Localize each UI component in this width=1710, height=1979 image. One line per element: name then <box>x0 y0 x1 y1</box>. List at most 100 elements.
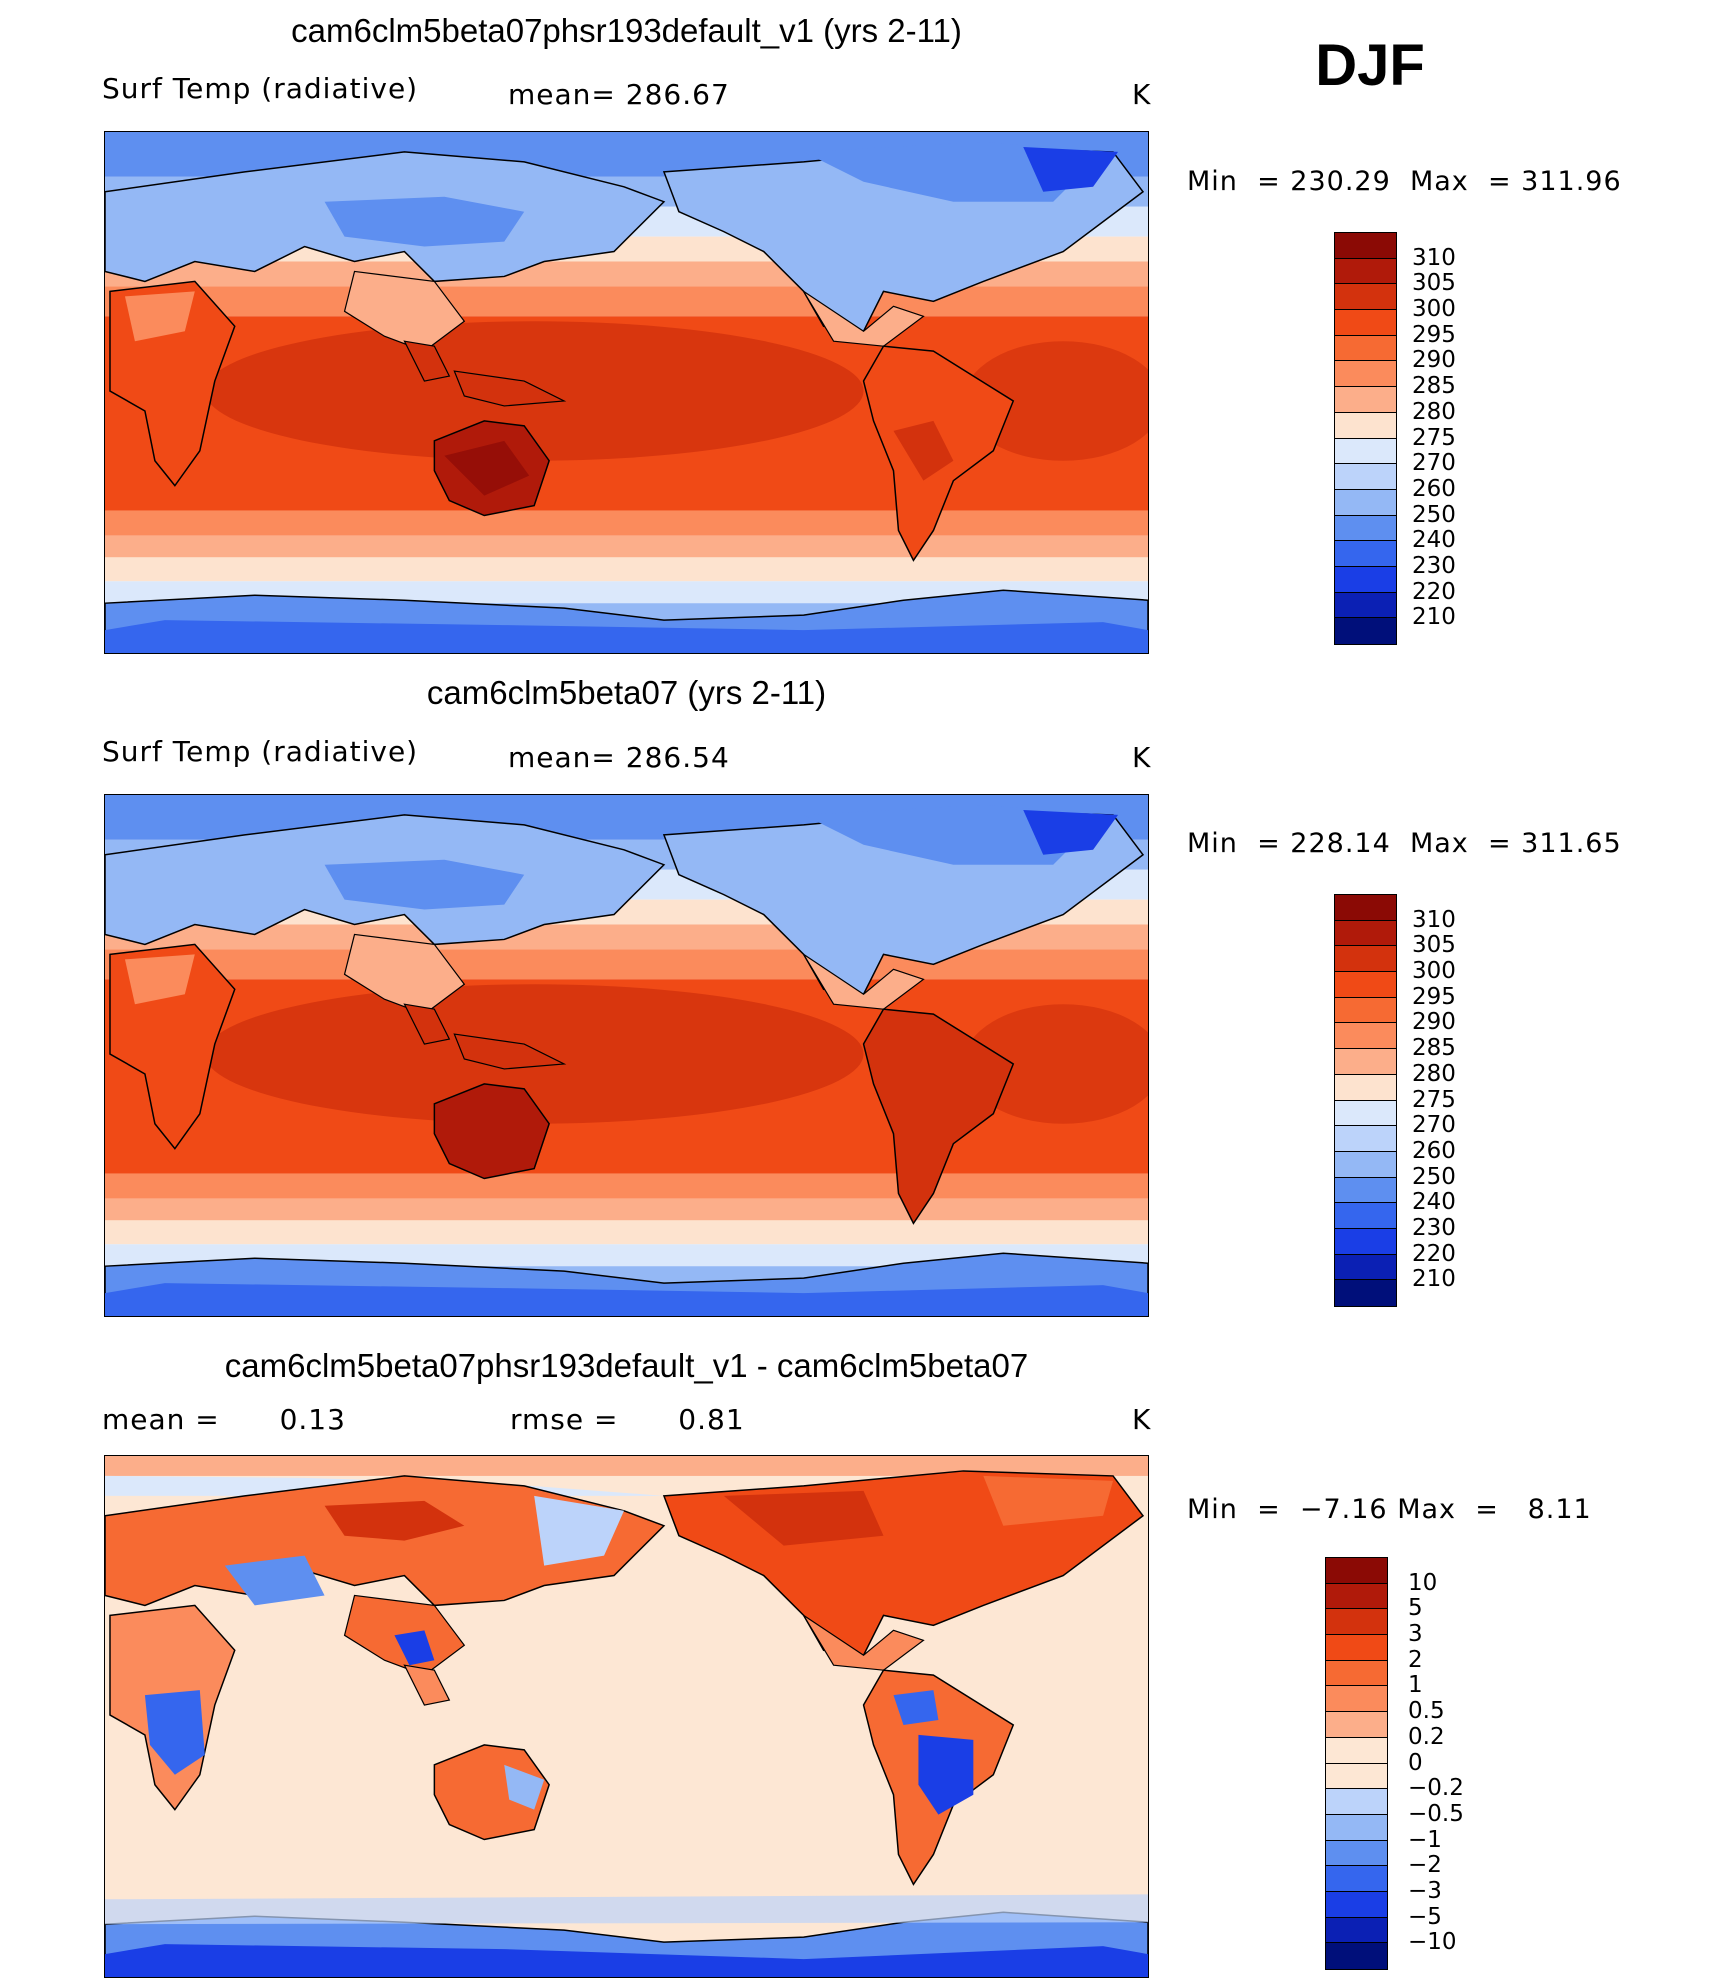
panel1-colorbar-cell <box>1335 412 1396 439</box>
panel2-map <box>104 794 1149 1317</box>
panel3-colorbar-label: 3 <box>1408 1621 1423 1648</box>
panel2-colorbar-cell <box>1335 1100 1396 1127</box>
panel2-colorbar-label: 270 <box>1412 1112 1456 1139</box>
panel1-mean-value: 286.67 <box>625 78 730 111</box>
panel3-title: cam6clm5beta07phsr193default_v1 - cam6cl… <box>224 1347 1029 1384</box>
panel1-colorbar-label: 300 <box>1412 296 1456 323</box>
panel2-colorbar-cell <box>1335 920 1396 947</box>
panel2-colorbar-cell <box>1335 1126 1396 1152</box>
panel3-min-label: Min = <box>1187 1494 1281 1525</box>
panel3-mean-value: 0.13 <box>279 1403 346 1436</box>
panel1-minmax: Min = 230.29 Max = 311.96 <box>1187 166 1622 197</box>
panel1-colorbar-label: 240 <box>1412 527 1456 554</box>
panel2-colorbar-label: 285 <box>1412 1035 1456 1062</box>
panel3-colorbar-cell <box>1326 1660 1387 1687</box>
panel2-colorbar-cell <box>1335 972 1396 998</box>
panel1-colorbar-cell <box>1335 361 1396 388</box>
panel3-colorbar-cell <box>1326 1686 1387 1713</box>
panel2-colorbar-label: 275 <box>1412 1086 1456 1113</box>
panel3-colorbar-cell <box>1326 1712 1387 1738</box>
panel2-max-value: 311.65 <box>1521 828 1622 859</box>
panel1-colorbar-cell <box>1335 258 1396 285</box>
panel2-colorbar-label: 220 <box>1412 1240 1456 1267</box>
panel3-colorbar-cell <box>1326 1789 1387 1815</box>
panel2-colorbar-cell <box>1335 1049 1396 1075</box>
panel2-colorbar-label: 260 <box>1412 1137 1456 1164</box>
panel1-mean: mean= 286.67 <box>508 78 730 111</box>
panel3-rmse-value: 0.81 <box>678 1403 745 1436</box>
panel3-colorbar-cell <box>1326 1917 1387 1944</box>
panel1-colorbar-cell <box>1335 566 1396 593</box>
panel2-colorbar-cell <box>1335 1177 1396 1204</box>
panel3-colorbar-cell <box>1326 1558 1387 1584</box>
panel2-mean: mean= 286.54 <box>508 741 730 774</box>
panel3-colorbar <box>1325 1557 1388 1970</box>
panel1-max-value: 311.96 <box>1521 166 1622 197</box>
panel2-map-graphic <box>105 795 1148 1316</box>
panel2-colorbar-cell <box>1335 997 1396 1024</box>
panel2-max-label: Max = <box>1409 828 1512 859</box>
season-label: DJF <box>1315 33 1425 98</box>
panel3-colorbar-label: −10 <box>1408 1929 1457 1956</box>
panel3-colorbar-cell <box>1326 1891 1387 1918</box>
panel3-colorbar-label: 0.2 <box>1408 1723 1445 1750</box>
panel3-colorbar-cell <box>1326 1583 1387 1610</box>
panel2-minmax: Min = 228.14 Max = 311.65 <box>1187 828 1622 859</box>
panel2-colorbar-cell <box>1335 1254 1396 1281</box>
panel3-colorbar-cell <box>1326 1943 1387 1969</box>
panel2-colorbar-label: 295 <box>1412 983 1456 1010</box>
panel2-colorbar-label: 240 <box>1412 1189 1456 1216</box>
panel2-mean-value: 286.54 <box>625 741 730 774</box>
panel3-colorbar-label: 2 <box>1408 1646 1423 1673</box>
panel2-colorbar-cell <box>1335 1280 1396 1306</box>
panel1-colorbar-label: 295 <box>1412 321 1456 348</box>
panel2-colorbar-cell <box>1335 1228 1396 1255</box>
panel2-colorbar-label: 280 <box>1412 1060 1456 1087</box>
panel1-map <box>104 131 1149 654</box>
panel2-colorbar-label: 250 <box>1412 1163 1456 1190</box>
panel2-colorbar-cell <box>1335 895 1396 921</box>
panel3-mean-label: mean = <box>102 1403 220 1436</box>
panel3-colorbar-cell <box>1326 1609 1387 1636</box>
panel1-mean-label: mean= <box>508 78 616 111</box>
panel1-colorbar-cell <box>1335 464 1396 490</box>
panel3-rmse: rmse = 0.81 <box>510 1403 745 1436</box>
panel3-colorbar-cell <box>1326 1763 1387 1790</box>
panel1-colorbar-cell <box>1335 335 1396 362</box>
panel1-colorbar-label: 210 <box>1412 604 1456 631</box>
panel3-minmax: Min = −7.16 Max = 8.11 <box>1187 1494 1592 1525</box>
panel3-colorbar-label: 0.5 <box>1408 1698 1445 1725</box>
panel1-colorbar-label: 260 <box>1412 475 1456 502</box>
panel1-variable: Surf Temp (radiative) <box>102 72 419 105</box>
panel1-colorbar-label: 285 <box>1412 373 1456 400</box>
panel2-colorbar-cell <box>1335 1074 1396 1101</box>
panel3-colorbar-cell <box>1326 1635 1387 1661</box>
panel2-colorbar-label: 210 <box>1412 1266 1456 1293</box>
panel1-colorbar-label: 230 <box>1412 552 1456 579</box>
panel2-colorbar-cell <box>1335 1203 1396 1229</box>
panel1-max-label: Max = <box>1409 166 1512 197</box>
panel1-colorbar-cell <box>1335 489 1396 516</box>
panel1-colorbar-cell <box>1335 592 1396 619</box>
panel1-colorbar-cell <box>1335 515 1396 542</box>
panel3-colorbar-label: 0 <box>1408 1749 1423 1776</box>
panel1-colorbar-cell <box>1335 387 1396 413</box>
panel3-colorbar-label: −1 <box>1408 1826 1442 1853</box>
panel3-map-graphic <box>105 1456 1148 1977</box>
panel1-colorbar-cell <box>1335 310 1396 336</box>
panel3-colorbar-label: 1 <box>1408 1672 1423 1699</box>
panel3-colorbar-cell <box>1326 1840 1387 1867</box>
panel3-colorbar-label: 10 <box>1408 1569 1438 1596</box>
panel3-max-value: 8.11 <box>1527 1494 1592 1525</box>
panel1-map-graphic <box>105 132 1148 653</box>
panel3-colorbar-label: −5 <box>1408 1903 1442 1930</box>
panel2-variable: Surf Temp (radiative) <box>102 735 419 768</box>
panel2-min-label: Min = <box>1187 828 1281 859</box>
panel3-colorbar-label: −0.5 <box>1408 1800 1464 1827</box>
panel3-colorbar-label: −0.2 <box>1408 1775 1464 1802</box>
panel1-colorbar-label: 270 <box>1412 450 1456 477</box>
panel3-colorbar-label: −2 <box>1408 1852 1442 1879</box>
panel3-rmse-label: rmse = <box>510 1403 619 1436</box>
panel2-colorbar-label: 230 <box>1412 1214 1456 1241</box>
panel1-colorbar-cell <box>1335 233 1396 259</box>
